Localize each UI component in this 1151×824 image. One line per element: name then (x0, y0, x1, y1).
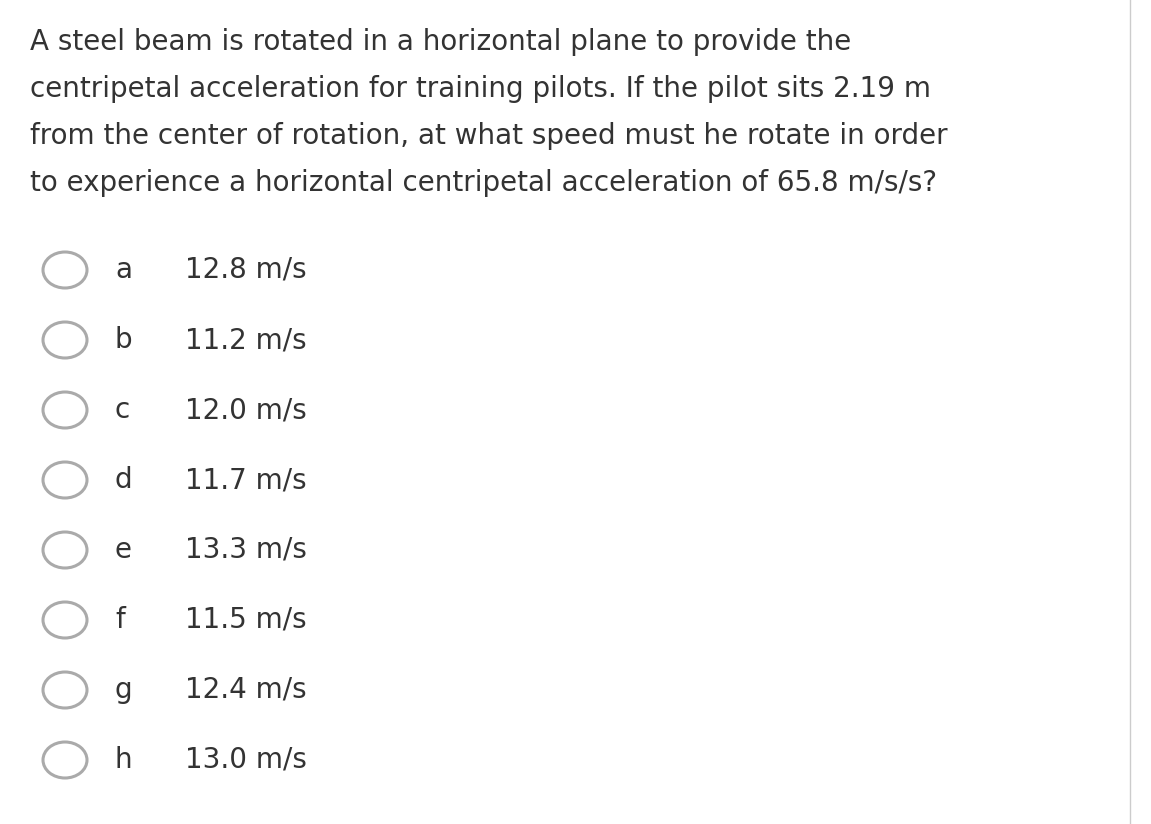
Text: c: c (115, 396, 130, 424)
Text: d: d (115, 466, 132, 494)
Text: 11.7 m/s: 11.7 m/s (185, 466, 306, 494)
Text: g: g (115, 676, 132, 704)
Text: 11.2 m/s: 11.2 m/s (185, 326, 306, 354)
Text: 12.4 m/s: 12.4 m/s (185, 676, 306, 704)
Text: 13.0 m/s: 13.0 m/s (185, 746, 307, 774)
Text: 12.0 m/s: 12.0 m/s (185, 396, 307, 424)
Text: e: e (115, 536, 132, 564)
Text: a: a (115, 256, 132, 284)
Text: from the center of rotation, at what speed must he rotate in order: from the center of rotation, at what spe… (30, 122, 947, 150)
Text: to experience a horizontal centripetal acceleration of 65.8 m/s/s?: to experience a horizontal centripetal a… (30, 169, 937, 197)
Text: h: h (115, 746, 132, 774)
Text: centripetal acceleration for training pilots. If the pilot sits 2.19 m: centripetal acceleration for training pi… (30, 75, 931, 103)
Text: b: b (115, 326, 132, 354)
Text: 11.5 m/s: 11.5 m/s (185, 606, 306, 634)
Text: f: f (115, 606, 124, 634)
Text: 13.3 m/s: 13.3 m/s (185, 536, 307, 564)
Text: 12.8 m/s: 12.8 m/s (185, 256, 306, 284)
Text: A steel beam is rotated in a horizontal plane to provide the: A steel beam is rotated in a horizontal … (30, 28, 852, 56)
